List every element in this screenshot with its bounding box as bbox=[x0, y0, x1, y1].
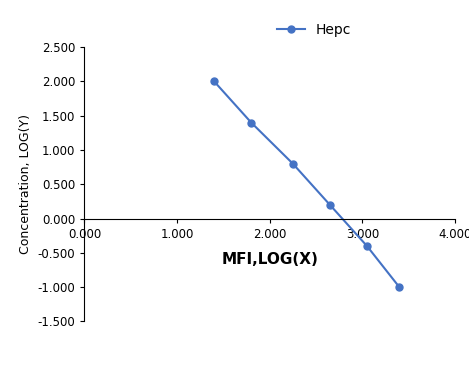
Hepc bbox=[327, 202, 333, 207]
Line: Hepc: Hepc bbox=[211, 78, 403, 290]
Hepc bbox=[290, 162, 295, 166]
Hepc bbox=[211, 79, 217, 84]
Y-axis label: Concentration, LOG(Y): Concentration, LOG(Y) bbox=[19, 114, 32, 254]
Legend: Hepc: Hepc bbox=[277, 24, 351, 37]
X-axis label: MFI,LOG(X): MFI,LOG(X) bbox=[221, 252, 318, 267]
Hepc bbox=[249, 120, 254, 125]
Hepc bbox=[364, 243, 370, 249]
Hepc bbox=[396, 285, 402, 289]
